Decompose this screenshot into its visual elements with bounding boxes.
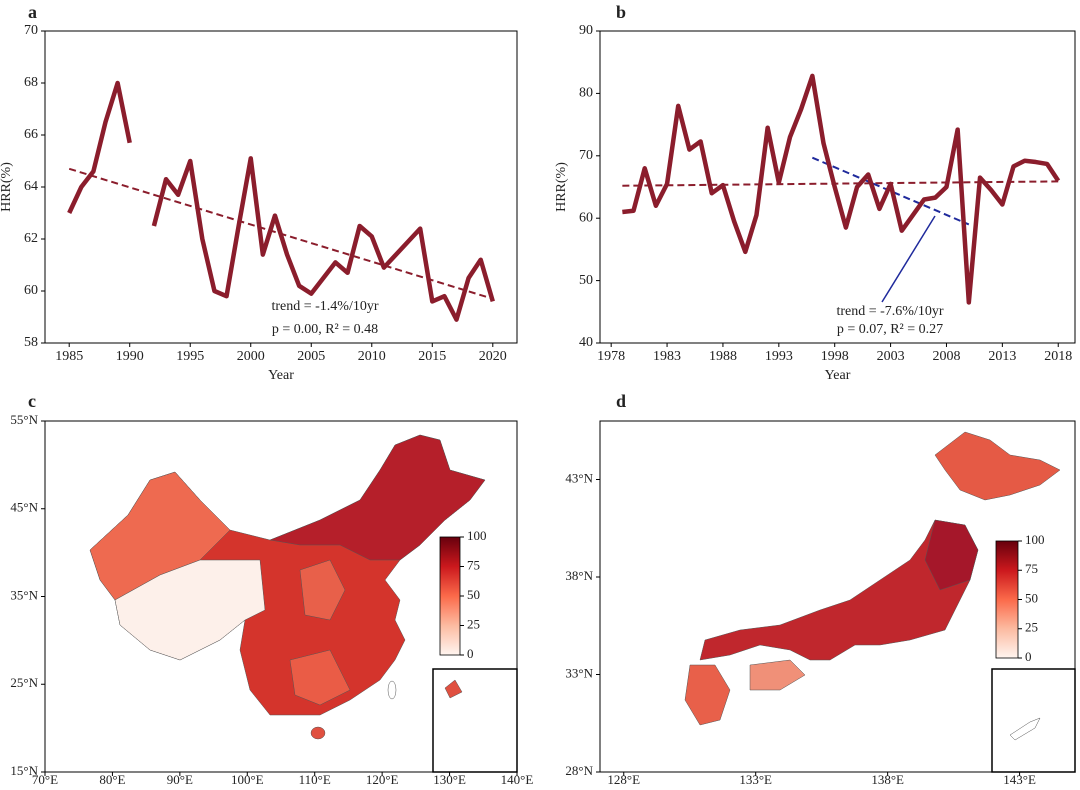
axes-frame	[44, 420, 518, 773]
colorbar-tick-label: 0	[1025, 649, 1032, 664]
x-tick-label: 2020	[479, 349, 507, 364]
data-line	[67, 80, 495, 322]
colorbar-tick-label: 75	[1025, 561, 1038, 576]
y-tick-label: 66	[24, 127, 38, 142]
axes-frame	[599, 30, 1076, 344]
x-tick-label: 2000	[237, 349, 265, 364]
x-tick-label: 2018	[1044, 349, 1072, 364]
china-map	[89, 434, 486, 740]
x-axis-label: Year	[268, 368, 294, 383]
panel-label: d	[616, 391, 626, 411]
y-tick-label: 40	[579, 335, 593, 350]
x-tick-label: 1995	[176, 349, 204, 364]
x-tick-label: 90°E	[167, 772, 193, 787]
y-tick-label: 62	[24, 231, 38, 246]
x-tick-label: 2008	[932, 349, 960, 364]
y-tick-label: 45°N	[10, 500, 38, 515]
y-tick-label: 38°N	[565, 568, 593, 583]
x-tick-label: 2010	[358, 349, 386, 364]
x-tick-label: 1983	[653, 349, 681, 364]
inset-island	[1009, 717, 1041, 741]
panel-label: a	[28, 2, 37, 22]
x-tick-label: 1978	[597, 349, 625, 364]
y-tick-label: 70	[579, 148, 593, 163]
axes-frame	[599, 420, 1076, 773]
trend-line	[811, 156, 970, 226]
data-line	[622, 73, 1061, 305]
colorbar-tick-label: 50	[467, 587, 480, 602]
y-tick-label: 15°N	[10, 763, 38, 778]
colorbar-tick-label: 0	[467, 646, 474, 661]
colorbar	[995, 540, 1019, 659]
annotation: p = 0.07, R² = 0.27	[837, 322, 943, 337]
y-tick-label: 50	[579, 273, 593, 288]
x-tick-label: 1985	[55, 349, 83, 364]
colorbar-tick-label: 75	[467, 557, 480, 572]
x-tick-label: 1990	[116, 349, 144, 364]
x-tick-label: 110°E	[299, 772, 331, 787]
panel-label: c	[28, 391, 36, 411]
y-tick-label: 80	[579, 86, 593, 101]
y-tick-label: 58	[24, 335, 38, 350]
y-tick-label: 60	[24, 283, 38, 298]
y-tick-label: 64	[24, 179, 38, 194]
panel-label: b	[616, 2, 626, 22]
y-tick-label: 70	[24, 23, 38, 38]
y-tick-label: 90	[579, 23, 593, 38]
y-tick-label: 25°N	[10, 675, 38, 690]
x-tick-label: 1993	[765, 349, 793, 364]
colorbar-tick-label: 25	[467, 616, 480, 631]
x-tick-label: 80°E	[99, 772, 125, 787]
y-axis-label: HRR(%)	[0, 162, 14, 212]
annotation: trend = -1.4%/10yr	[271, 299, 378, 314]
colorbar-tick-label: 50	[1025, 590, 1038, 605]
x-tick-label: 120°E	[366, 772, 399, 787]
x-tick-label: 70°E	[32, 772, 58, 787]
colorbar-tick-label: 100	[467, 528, 487, 543]
annotation-pointer	[881, 215, 936, 303]
colorbar-tick-label: 100	[1025, 532, 1045, 547]
x-tick-label: 2003	[877, 349, 905, 364]
x-tick-label: 2013	[988, 349, 1016, 364]
x-tick-label: 128°E	[607, 772, 640, 787]
y-tick-label: 35°N	[10, 587, 38, 602]
x-tick-label: 133°E	[739, 772, 772, 787]
y-tick-label: 28°N	[565, 763, 593, 778]
annotation: trend = -7.6%/10yr	[836, 304, 943, 319]
y-tick-label: 68	[24, 75, 38, 90]
y-tick-label: 43°N	[565, 470, 593, 485]
x-tick-label: 100°E	[231, 772, 264, 787]
x-tick-label: 1998	[821, 349, 849, 364]
x-tick-label: 130°E	[433, 772, 466, 787]
inset-frame	[432, 668, 518, 773]
axes-frame	[44, 30, 518, 344]
trend-line	[622, 180, 1059, 187]
x-axis-label: Year	[825, 368, 851, 383]
x-tick-label: 138°E	[871, 772, 904, 787]
inset-island	[444, 679, 463, 699]
y-tick-label: 55°N	[10, 412, 38, 427]
x-tick-label: 2015	[418, 349, 446, 364]
x-tick-label: 2005	[297, 349, 325, 364]
y-tick-label: 60	[579, 210, 593, 225]
annotation: p = 0.00, R² = 0.48	[272, 322, 378, 337]
colorbar	[439, 536, 461, 656]
x-tick-label: 140°E	[501, 772, 534, 787]
y-tick-label: 33°N	[565, 665, 593, 680]
x-tick-label: 1988	[709, 349, 737, 364]
x-tick-label: 143°E	[1003, 772, 1036, 787]
colorbar-tick-label: 25	[1025, 620, 1038, 635]
y-axis-label: HRR(%)	[554, 162, 569, 212]
